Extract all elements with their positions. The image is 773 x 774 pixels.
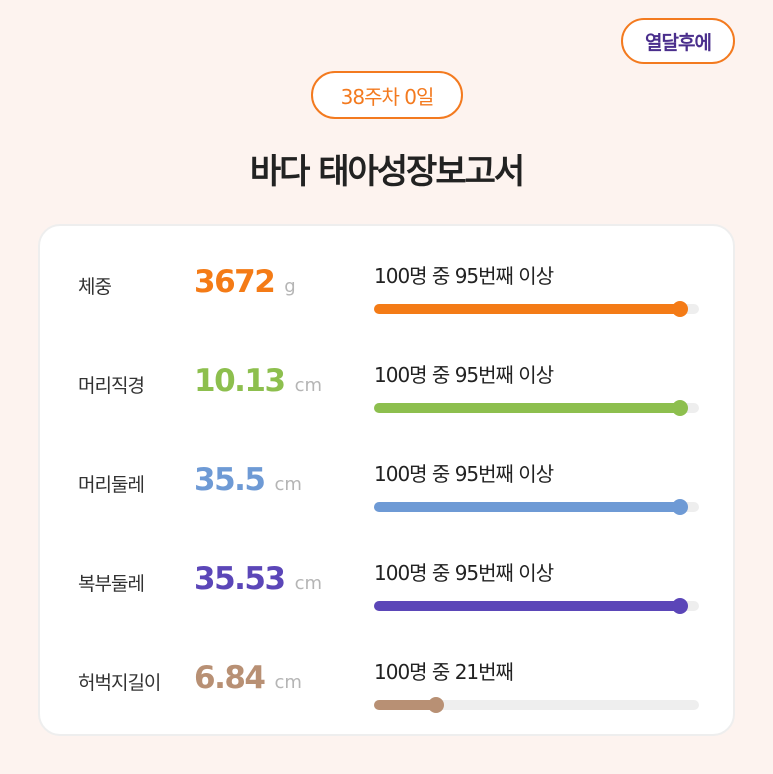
metric-row-head-diameter: 머리직경 10.13 cm 100명 중 95번째 이상 xyxy=(40,349,737,429)
percentile-track xyxy=(374,301,699,317)
metric-unit: g xyxy=(284,276,296,297)
percentile-track xyxy=(374,499,699,515)
metric-unit: cm xyxy=(294,573,322,594)
metric-rank: 100명 중 95번째 이상 xyxy=(374,264,554,288)
metric-number: 3672 xyxy=(194,264,276,300)
metric-value: 35.5 cm xyxy=(194,462,302,498)
brand-badge[interactable]: 열달후에 xyxy=(621,18,735,64)
percentile-fill xyxy=(374,403,680,413)
metric-unit: cm xyxy=(274,672,302,693)
percentile-track xyxy=(374,400,699,416)
metric-number: 6.84 xyxy=(194,660,266,696)
percentile-marker xyxy=(671,301,688,317)
metric-number: 10.13 xyxy=(194,363,286,399)
percentile-track xyxy=(374,697,699,713)
metric-label: 허벅지길이 xyxy=(78,672,161,694)
metric-rank: 100명 중 95번째 이상 xyxy=(374,561,554,585)
metric-number: 35.5 xyxy=(194,462,266,498)
metric-label: 복부둘레 xyxy=(78,573,145,595)
metric-row-head-circumference: 머리둘레 35.5 cm 100명 중 95번째 이상 xyxy=(40,448,737,528)
metric-rank: 100명 중 21번째 xyxy=(374,660,514,684)
metric-label: 체중 xyxy=(78,276,112,298)
metric-value: 35.53 cm xyxy=(194,561,322,597)
metric-value: 3672 g xyxy=(194,264,296,300)
metric-row-femur-length: 허벅지길이 6.84 cm 100명 중 21번째 xyxy=(40,646,737,726)
metric-rank: 100명 중 95번째 이상 xyxy=(374,462,554,486)
percentile-fill xyxy=(374,601,680,611)
metric-number: 35.53 xyxy=(194,561,286,597)
metric-row-abdominal-circumference: 복부둘레 35.53 cm 100명 중 95번째 이상 xyxy=(40,547,737,627)
percentile-track xyxy=(374,598,699,614)
week-badge-label: 38주차 0일 xyxy=(340,84,435,109)
percentile-fill xyxy=(374,700,436,710)
metric-rank: 100명 중 95번째 이상 xyxy=(374,363,554,387)
metric-label: 머리둘레 xyxy=(78,474,145,496)
brand-badge-label: 열달후에 xyxy=(645,31,712,54)
metric-value: 6.84 cm xyxy=(194,660,302,696)
percentile-marker xyxy=(671,499,688,515)
page-title: 바다 태아성장보고서 xyxy=(249,152,525,192)
percentile-fill xyxy=(374,502,680,512)
growth-report-card: 체중 3672 g 100명 중 95번째 이상 머리직경 10.13 cm 100… xyxy=(38,224,735,736)
percentile-marker xyxy=(671,598,688,614)
metric-unit: cm xyxy=(274,474,302,495)
week-badge: 38주차 0일 xyxy=(311,71,463,119)
percentile-marker xyxy=(427,697,444,713)
percentile-marker xyxy=(671,400,688,416)
percentile-fill xyxy=(374,304,680,314)
metric-value: 10.13 cm xyxy=(194,363,322,399)
metric-unit: cm xyxy=(294,375,322,396)
metric-label: 머리직경 xyxy=(78,375,145,397)
metric-row-weight: 체중 3672 g 100명 중 95번째 이상 xyxy=(40,250,737,330)
